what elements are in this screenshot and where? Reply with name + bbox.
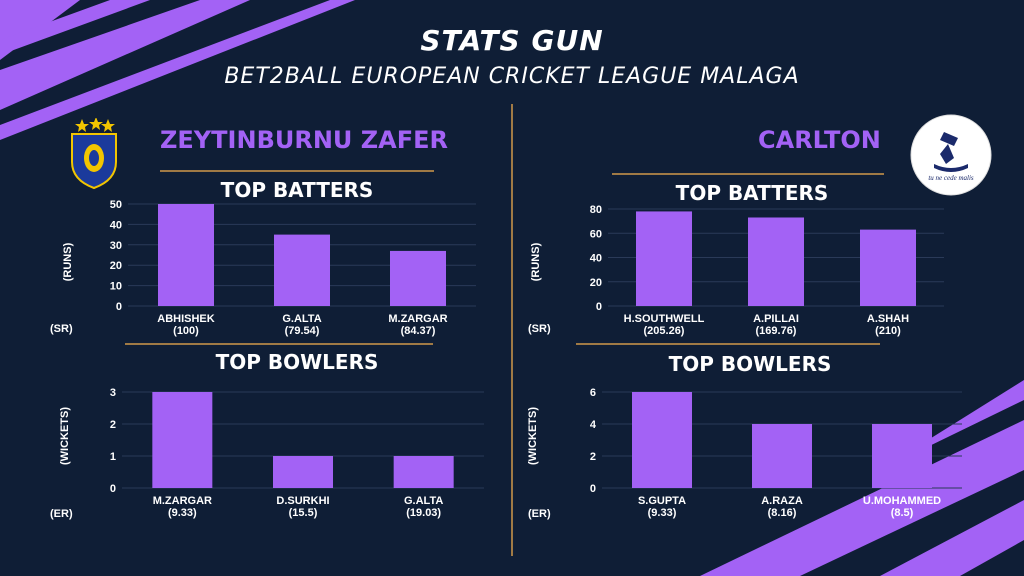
category-label: S.GUPTA: [638, 495, 686, 507]
bar: [158, 204, 214, 306]
secondary-value-label: (8.16): [768, 507, 797, 519]
category-label: M.ZARGAR: [153, 495, 212, 507]
section-title: TOP BOWLERS: [215, 350, 379, 374]
page-subtitle: BET2BALL EUROPEAN CRICKET LEAGUE MALAGA: [224, 64, 800, 89]
bar: [860, 229, 916, 306]
y-tick-label: 2: [110, 419, 116, 431]
secondary-axis-label: (SR): [528, 323, 551, 335]
y-tick-label: 1: [110, 451, 116, 463]
category-label: M.ZARGAR: [388, 313, 447, 325]
secondary-value-label: (9.33): [168, 507, 197, 519]
section-title: TOP BATTERS: [675, 181, 829, 205]
team-underline: [612, 173, 884, 175]
bar: [152, 392, 213, 488]
section-divider: [576, 343, 880, 345]
y-tick-label: 0: [116, 301, 122, 313]
category-label: U.MOHAMMED: [863, 495, 941, 507]
bar: [632, 392, 692, 488]
y-tick-label: 6: [590, 387, 596, 399]
secondary-value-label: (15.5): [289, 507, 318, 519]
y-tick-label: 4: [590, 419, 597, 431]
bar: [636, 211, 692, 306]
section-title: TOP BOWLERS: [668, 352, 832, 376]
zeytinburnu-zafer-logo: [71, 118, 117, 190]
bar: [390, 250, 446, 306]
bar: [273, 456, 333, 488]
secondary-value-label: (19.03): [406, 507, 441, 519]
y-tick-label: 0: [596, 301, 602, 313]
y-tick-label: 0: [110, 483, 116, 495]
y-tick-label: 20: [110, 260, 122, 272]
secondary-value-label: (79.54): [285, 325, 320, 337]
secondary-value-label: (84.37): [401, 325, 436, 337]
secondary-value-label: (8.5): [891, 507, 914, 519]
team-name: CARLTON: [758, 126, 881, 154]
secondary-value-label: (205.26): [644, 325, 685, 337]
secondary-value-label: (169.76): [756, 325, 797, 337]
y-tick-label: 60: [590, 228, 602, 240]
y-tick-label: 80: [590, 204, 602, 216]
secondary-axis-label: (SR): [50, 323, 73, 335]
y-tick-label: 40: [590, 253, 602, 265]
secondary-value-label: (210): [875, 325, 901, 337]
category-label: A.PILLAI: [753, 313, 799, 325]
section-title: TOP BATTERS: [220, 178, 374, 202]
category-label: D.SURKHI: [276, 495, 329, 507]
carlton-logo: tu ne cede malis: [910, 114, 992, 196]
secondary-axis-label: (ER): [50, 508, 73, 520]
category-label: A.RAZA: [761, 495, 803, 507]
category-label: G.ALTA: [404, 495, 443, 507]
bar: [393, 456, 454, 488]
section-divider: [125, 343, 433, 345]
bar: [748, 217, 804, 306]
y-tick-label: 3: [110, 387, 116, 399]
logo-motto: tu ne cede malis: [928, 174, 974, 182]
y-tick-label: 50: [110, 199, 122, 211]
secondary-value-label: (9.33): [648, 507, 677, 519]
y-tick-label: 2: [590, 451, 596, 463]
team-underline: [160, 170, 434, 172]
secondary-value-label: (100): [173, 325, 199, 337]
column-divider: [511, 104, 513, 556]
y-tick-label: 20: [590, 277, 602, 289]
bar: [274, 234, 330, 306]
page-title: STATS GUN: [420, 24, 604, 57]
team-name: ZEYTINBURNU ZAFER: [160, 126, 448, 154]
secondary-axis-label: (ER): [528, 508, 551, 520]
category-label: A.SHAH: [867, 313, 909, 325]
bar: [752, 424, 812, 488]
category-label: G.ALTA: [282, 313, 321, 325]
bar: [872, 424, 932, 488]
category-label: H.SOUTHWELL: [624, 313, 705, 325]
y-tick-label: 30: [110, 240, 122, 252]
y-tick-label: 0: [590, 483, 596, 495]
y-tick-label: 10: [110, 281, 122, 293]
y-tick-label: 40: [110, 219, 122, 231]
category-label: ABHISHEK: [157, 313, 215, 325]
